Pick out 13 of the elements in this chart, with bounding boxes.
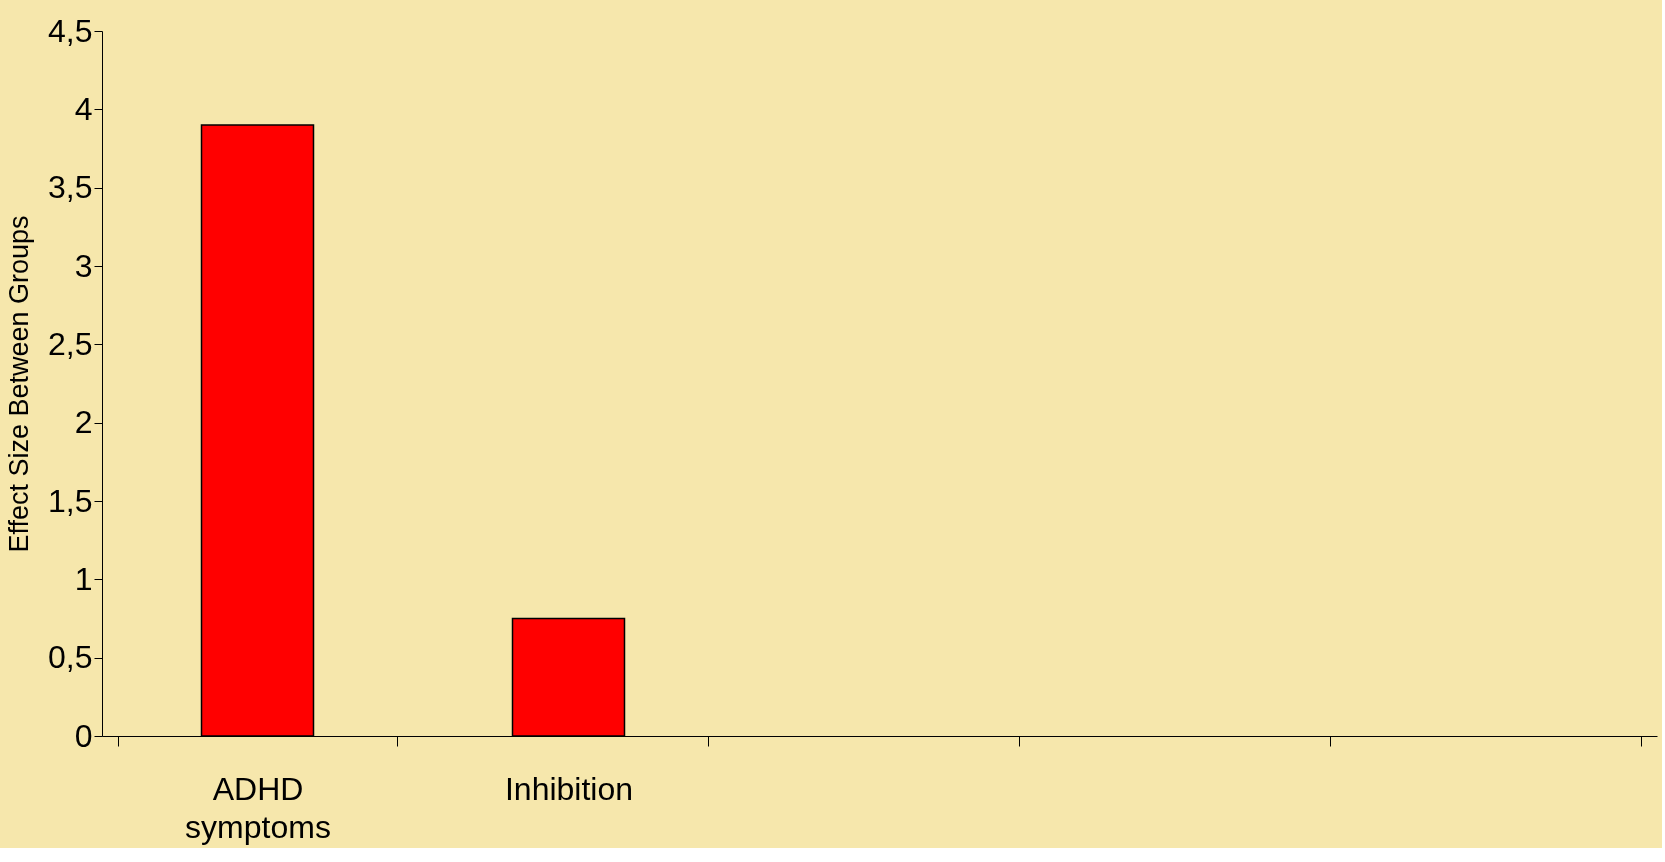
y-tick-label: 1,5 (48, 482, 93, 519)
y-tick-label: 3 (74, 247, 93, 284)
y-tick-label: 0,5 (48, 639, 93, 676)
y-tick-label: 0 (74, 717, 93, 754)
y-tick-label: 4 (74, 90, 93, 127)
y-tick-label: 3,5 (48, 169, 93, 206)
y-tick-label: 2 (74, 404, 93, 441)
y-tick-label: 2,5 (48, 325, 93, 362)
y-tick-label: 4,5 (48, 12, 93, 49)
y-axis-title: Effect Size Between Groups (4, 215, 35, 553)
x-tick-label: Inhibition (504, 770, 634, 807)
x-tick-label: ADHD symptoms (185, 770, 331, 845)
y-tick-label: 1 (74, 560, 93, 597)
